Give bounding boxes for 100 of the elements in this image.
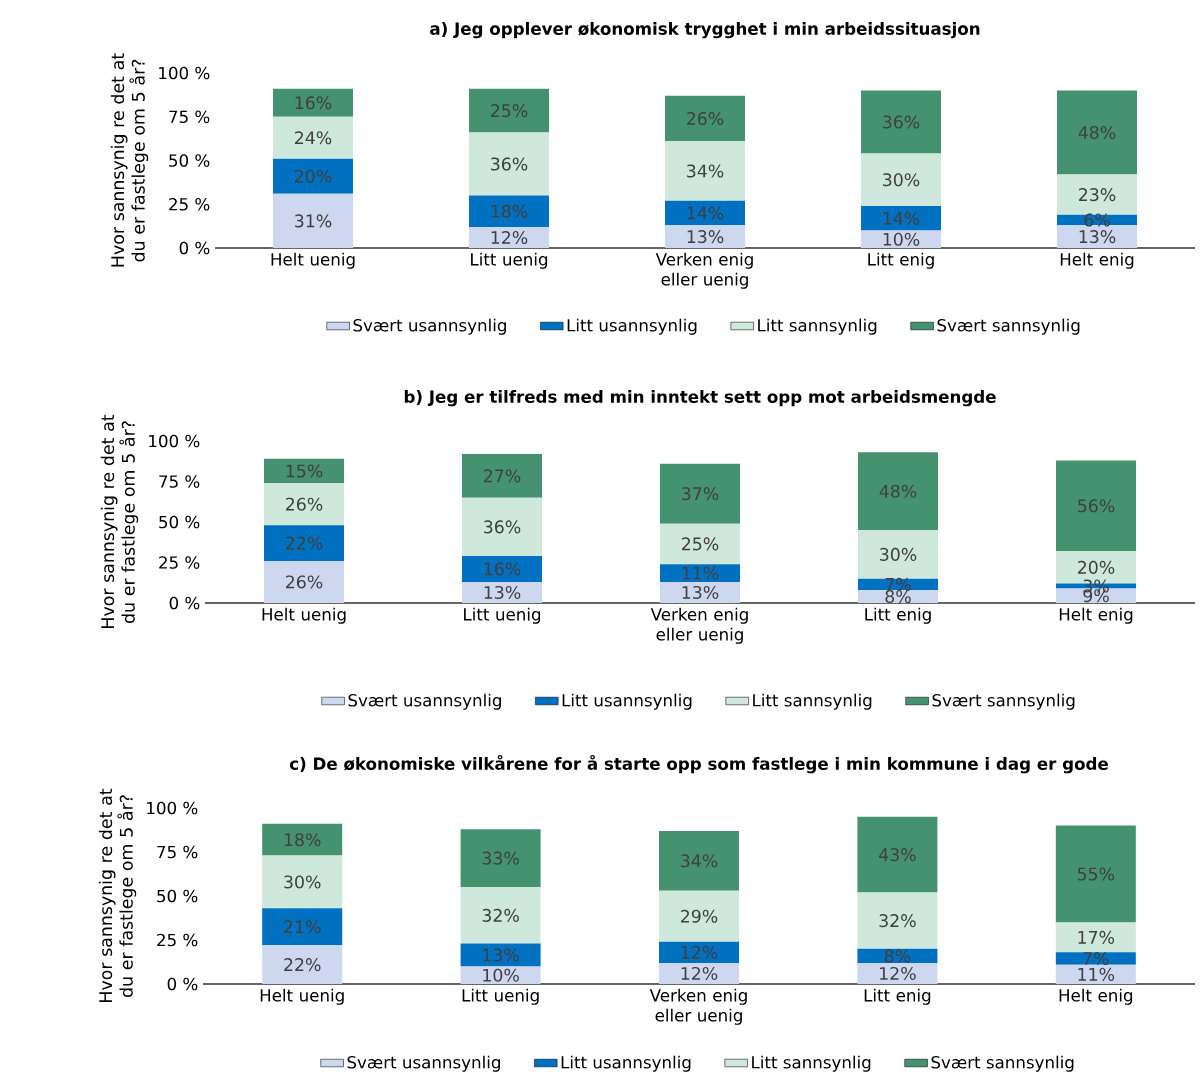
data-label: 30% — [883, 173, 920, 187]
y-axis-title: Hvor sannsynig re det at du er fastlege om 5 år? — [100, 414, 139, 628]
y-tick-label: 100 % — [147, 801, 198, 815]
bar — [469, 227, 550, 249]
bar — [665, 141, 745, 201]
y-tick-label: 75 % — [159, 475, 200, 488]
y-tick-label: 100 % — [149, 434, 200, 448]
data-label: 48% — [879, 484, 917, 498]
data-label: 13% — [1079, 230, 1116, 244]
bar — [857, 892, 938, 949]
bar — [1057, 225, 1137, 249]
bar — [1056, 460, 1136, 552]
data-label: 7% — [1083, 951, 1109, 966]
bar — [1057, 174, 1137, 215]
data-label: 20% — [295, 169, 332, 183]
data-label: 20% — [1078, 560, 1115, 574]
data-label: 15% — [286, 464, 323, 478]
legend-label: Litt usannsynlig — [567, 318, 697, 335]
bar — [1055, 964, 1136, 985]
data-label: 22% — [284, 958, 321, 972]
bar — [861, 206, 942, 231]
data-label: 6% — [1084, 213, 1110, 227]
data-label: 33% — [482, 851, 519, 865]
data-label: 18% — [284, 833, 321, 847]
bar — [273, 158, 353, 194]
legend-label: Svært usannsynlig — [348, 693, 501, 710]
data-label: 18% — [491, 204, 528, 218]
data-label: 36% — [883, 115, 920, 129]
data-label: 26% — [687, 111, 724, 126]
bar — [659, 941, 740, 963]
bar — [861, 90, 942, 154]
data-label: 26% — [286, 497, 323, 511]
y-tick-label: 25 % — [159, 556, 200, 569]
data-label: 12% — [491, 230, 528, 245]
bar — [1055, 952, 1136, 965]
chart-title: a) Jeg opplever økonomisk trygghet i min arbeidssituasjon — [430, 22, 980, 39]
data-label: 36% — [484, 520, 521, 534]
y-tick-label: 50 % — [169, 154, 210, 167]
data-label: 43% — [878, 848, 916, 862]
data-label: 30% — [880, 547, 917, 561]
bar — [857, 962, 938, 985]
data-label: 13% — [484, 585, 521, 600]
legend-label: Svært sannsynlig — [932, 693, 1075, 710]
y-axis-title: Hvor sannsynig re det at du er fastlege om 5 år? — [110, 53, 149, 267]
bar — [262, 945, 343, 985]
data-label: 23% — [1079, 188, 1116, 202]
bar — [262, 908, 343, 946]
x-tick-label: Verken enig eller uenig — [650, 607, 748, 644]
bar — [462, 497, 543, 557]
bar — [460, 887, 541, 944]
data-label: 34% — [681, 854, 718, 868]
data-label: 25% — [682, 537, 719, 551]
bar — [462, 556, 543, 582]
data-label: 13% — [687, 230, 724, 244]
data-label: 14% — [883, 211, 920, 225]
data-label: 27% — [484, 469, 521, 483]
x-tick-label: Helt uenig — [260, 988, 344, 1005]
bar — [665, 95, 745, 142]
data-label: 16% — [295, 96, 332, 110]
bar — [262, 855, 343, 909]
y-tick-label: 75 % — [169, 110, 210, 124]
bar — [858, 452, 938, 531]
data-label: 29% — [681, 909, 718, 923]
y-tick-label: 0 % — [179, 241, 210, 255]
data-label: 32% — [482, 908, 519, 922]
x-tick-label: Litt enig — [864, 988, 931, 1005]
bar — [462, 581, 543, 604]
bar — [469, 132, 550, 196]
x-tick-label: Litt uenig — [471, 252, 548, 269]
bar — [264, 560, 345, 604]
data-label: 22% — [286, 536, 323, 550]
data-label: 10% — [883, 232, 920, 246]
bar — [660, 523, 741, 565]
y-tick-label: 50 % — [159, 515, 200, 529]
legend-label: Svært sannsynlig — [931, 1055, 1074, 1072]
data-label: 13% — [483, 948, 519, 962]
data-label: 21% — [284, 920, 321, 934]
legend-label: Litt sannsynlig — [752, 1055, 871, 1072]
legend-label: Litt usannsynlig — [561, 1055, 691, 1072]
y-tick-label: 75 % — [157, 845, 198, 859]
data-label: 17% — [1078, 930, 1115, 944]
y-tick-label: 25 % — [157, 933, 198, 947]
data-label: 7% — [885, 577, 911, 591]
y-tick-label: 0 % — [169, 596, 200, 610]
data-label: 25% — [491, 104, 528, 118]
bar — [1055, 825, 1136, 923]
bar — [660, 564, 741, 582]
bar — [264, 458, 345, 484]
data-label: 12% — [880, 966, 916, 981]
bar — [861, 153, 942, 207]
bar — [460, 966, 541, 985]
data-label: 13% — [682, 585, 719, 600]
bar — [264, 525, 345, 561]
bar — [659, 962, 740, 985]
data-label: 14% — [687, 206, 724, 220]
data-label: 10% — [483, 968, 519, 982]
x-tick-label: Helt uenig — [262, 607, 346, 624]
y-tick-label: 25 % — [169, 197, 210, 211]
data-label: 34% — [687, 164, 724, 178]
bar — [273, 116, 353, 159]
